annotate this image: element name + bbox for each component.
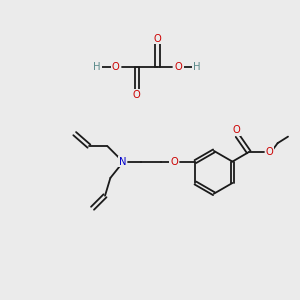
Text: H: H	[93, 62, 101, 72]
Text: O: O	[170, 157, 178, 166]
Text: O: O	[232, 125, 240, 135]
Text: O: O	[154, 34, 161, 44]
Text: H: H	[193, 62, 201, 72]
Text: N: N	[119, 157, 127, 166]
Text: O: O	[111, 62, 119, 72]
Text: O: O	[266, 147, 274, 157]
Text: O: O	[133, 90, 140, 100]
Text: O: O	[175, 62, 183, 72]
